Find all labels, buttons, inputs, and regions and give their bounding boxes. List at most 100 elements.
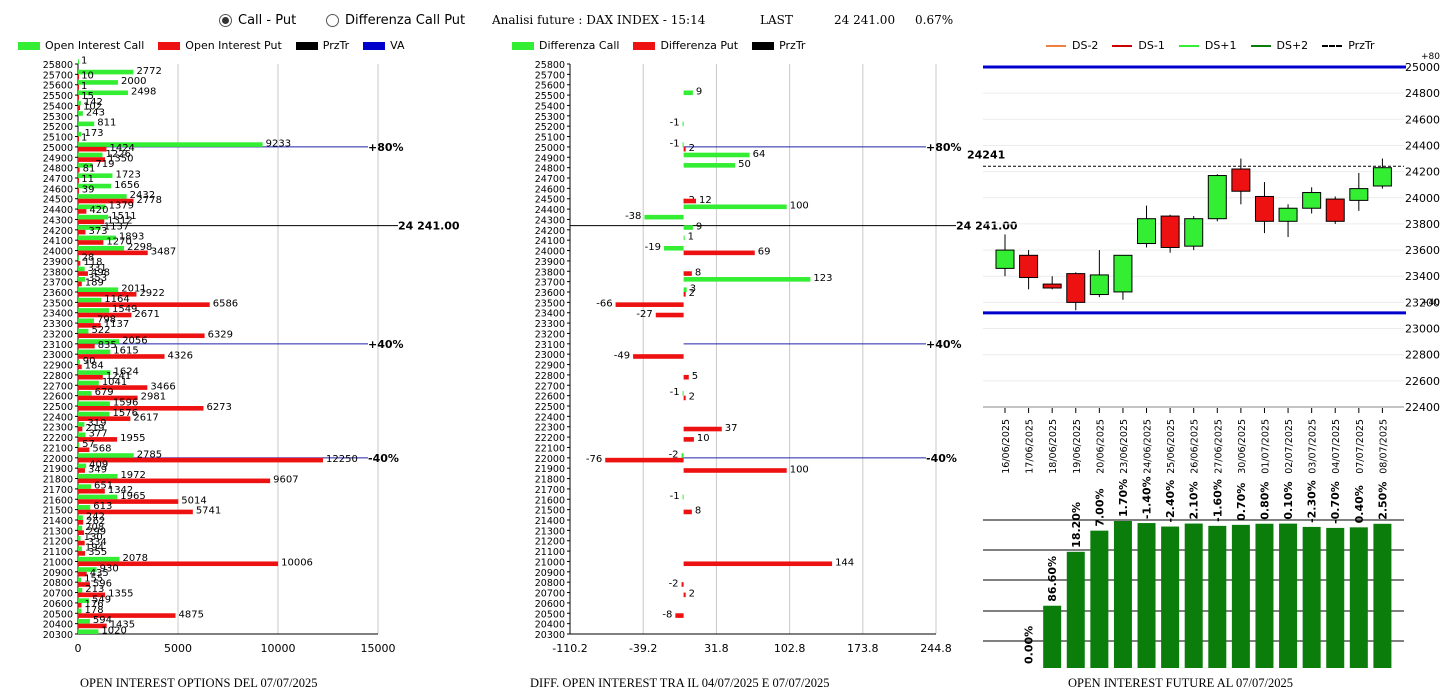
bar-value-label: 1435 [110,620,135,631]
x-tick-label: 19/06/2025 [1072,419,1083,474]
call-bar [78,536,81,541]
y-tick-label: 23300 [43,319,73,330]
candle-up [1302,192,1322,209]
bar-value-label: 2056 [122,335,147,346]
call-bar [78,391,92,396]
call-bar [78,318,94,324]
y-tick-label: 21000 [535,557,565,568]
candle-up [1372,167,1392,187]
call-bar [682,121,684,127]
y-tick-label: 24300 [535,215,565,226]
legend-oi: Open Interest Call Open Interest Put Prz… [18,39,419,52]
bar-value-label: 409 [89,460,108,471]
candle-down [1160,215,1180,248]
put-bar [78,623,107,629]
call-bar [78,69,134,75]
call-bar [78,173,113,178]
bar-value-label: 1355 [108,589,133,600]
x-tick-label: 30/06/2025 [1237,419,1248,474]
bar-value-label: 1342 [108,485,133,496]
bar-value-label: 9 [696,221,702,232]
call-bar [78,194,127,199]
y-tick-label: 25200 [43,122,73,133]
y-tick-label: 20300 [43,630,73,641]
call-bar [78,204,106,210]
candle-down [1066,273,1086,303]
oi-bar [1231,524,1250,668]
put-bar [78,323,101,328]
oi-bar-label: 0.40% [1353,485,1366,523]
call-bar [664,245,684,251]
call-bar [78,328,89,334]
y-tick-label: 24100 [535,236,565,247]
change-value: 0.67% [915,13,954,27]
oi-bar-label: 2.10% [1188,481,1201,519]
y-tick-label: 22200 [535,433,565,444]
y-tick-label: 24500 [535,195,565,206]
call-bar [78,245,124,251]
radio-call-put[interactable]: Call - Put [219,13,296,28]
bar-value-label: 262 [86,516,105,527]
oi-bar-label: 86.60% [1046,556,1059,602]
put-bar [78,499,179,504]
bar-value-label: 9 [696,87,702,98]
radio-differenza[interactable]: Differenza Call Put [326,13,465,28]
bar-value-label: -1 [670,387,680,398]
x-tick-label: 17/06/2025 [1025,419,1036,474]
y-tick-label: 21500 [43,506,73,517]
oi-bar [1255,523,1274,668]
y-tick-label: 23000 [1405,323,1440,336]
bar-value-label: 1624 [113,366,138,377]
bar-value-label: 679 [95,387,114,398]
bar-value-label: 2000 [121,76,146,87]
y-tick-label: 22600 [535,392,565,403]
y-tick-label: 22400 [1405,401,1440,414]
call-bar [78,131,82,137]
call-bar [78,142,263,147]
bar-value-label: 57 [82,439,95,450]
y-tick-label: 24300 [43,215,73,226]
y-tick-label: 23600 [1405,244,1440,257]
call-bar [78,359,80,365]
y-tick-label: 22700 [535,381,565,392]
radio-call-put-label: Call - Put [238,13,297,28]
y-tick-label: 20400 [535,620,565,631]
y-tick-label: 21900 [43,464,73,475]
call-bar [683,163,736,168]
x-tick-label: 26/06/2025 [1190,419,1201,474]
put-bar [78,437,118,442]
bar-value-label: 930 [100,563,119,574]
y-tick-label: 24700 [535,174,565,185]
y-tick-label: 20500 [43,609,73,620]
put-bar [78,105,81,111]
bar-value-label: 1137 [104,221,129,232]
bar-value-label: 1379 [109,201,134,212]
candle-up [1113,254,1133,293]
bar-value-label: 1965 [120,491,145,502]
bar-value-label: 213 [85,584,104,595]
put-bar [78,146,107,152]
put-bar [78,312,132,318]
y-tick-label: 25200 [535,122,565,133]
bar-value-label: 39 [82,184,95,195]
y-tick-label: 22000 [535,454,565,465]
bar-value-label: 2922 [139,288,164,299]
bar-value-label: 173 [84,128,103,139]
put-bar [78,457,323,463]
put-bar [78,292,137,297]
bar-value-label: 1350 [108,153,133,164]
y-tick-label: 21800 [535,475,565,486]
put-bar [78,488,105,494]
bar-value-label: 2432 [130,190,155,201]
bar-value-label: 435 [90,568,109,579]
y-tick-label: 24200 [1405,166,1440,179]
bar-value-label: 3466 [150,381,175,392]
y-tick-label: 25600 [43,81,73,92]
y-tick-label: 21400 [43,516,73,527]
y-tick-label: 23600 [43,288,73,299]
y-tick-label: 22800 [43,371,73,382]
put-bar [78,540,85,546]
oi-bar-label: -1.40% [1141,476,1154,519]
bar-value-label: 155 [84,574,103,585]
bar-value-label: 5741 [196,506,221,517]
